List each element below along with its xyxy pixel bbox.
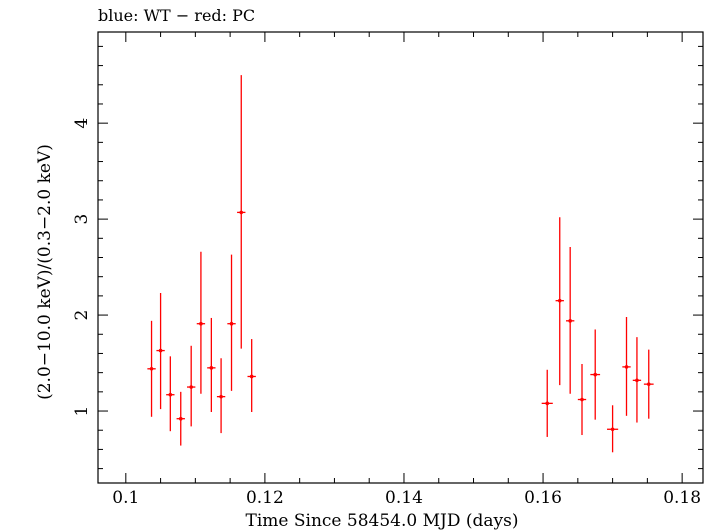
x-axis: 0.1 0.12 0.14 0.16 0.18	[112, 32, 701, 508]
data-point	[566, 246, 575, 394]
point-marker	[545, 401, 550, 406]
data-point	[555, 217, 564, 386]
point-marker	[168, 392, 173, 397]
data-point	[632, 337, 642, 423]
point-marker	[199, 321, 203, 326]
data-point	[590, 329, 601, 420]
point-marker	[178, 416, 183, 421]
data-point	[216, 358, 226, 434]
point-marker	[610, 427, 615, 432]
point-marker	[568, 319, 572, 323]
chart-title: blue: WT − red: PC	[98, 6, 255, 25]
point-marker	[593, 372, 598, 377]
point-marker	[249, 374, 254, 379]
data-point	[541, 369, 553, 437]
y-tick-label: 4	[72, 118, 92, 129]
point-marker	[189, 385, 193, 389]
y-axis: 1 2 3 4	[72, 45, 703, 470]
point-marker	[646, 382, 651, 386]
point-marker	[557, 298, 562, 303]
point-marker	[229, 321, 234, 326]
point-marker	[580, 397, 584, 402]
data-point	[237, 75, 246, 349]
data-point	[607, 405, 619, 453]
y-tick-label: 1	[72, 406, 92, 417]
x-tick-label: 0.12	[246, 488, 284, 508]
data-point	[147, 320, 156, 417]
y-axis-title: (2.0−10.0 keV)/(0.3−2.0 keV)	[35, 144, 55, 400]
data-point	[227, 254, 236, 391]
x-tick-label: 0.18	[663, 488, 701, 508]
data-point	[247, 339, 256, 412]
point-marker	[149, 367, 154, 371]
x-tick-label: 0.1	[112, 488, 139, 508]
data-point	[207, 317, 216, 412]
data-point	[156, 293, 165, 410]
data-point	[176, 391, 185, 446]
data-point	[622, 316, 631, 416]
data-point	[643, 349, 654, 419]
data-point	[187, 345, 196, 427]
point-marker	[219, 394, 223, 399]
point-marker	[624, 365, 629, 369]
point-marker	[209, 366, 214, 370]
data-point	[577, 364, 587, 436]
x-axis-title: Time Since 58454.0 MJD (days)	[246, 511, 519, 531]
point-marker	[635, 378, 639, 383]
y-tick-label: 3	[72, 214, 92, 225]
data-point	[166, 356, 175, 432]
x-tick-label: 0.14	[385, 488, 423, 508]
point-marker	[158, 348, 163, 353]
y-tick-label: 2	[72, 310, 92, 321]
x-tick-label: 0.16	[524, 488, 562, 508]
point-marker	[239, 210, 244, 215]
data-point	[196, 251, 206, 394]
data-series-pc	[147, 75, 654, 453]
